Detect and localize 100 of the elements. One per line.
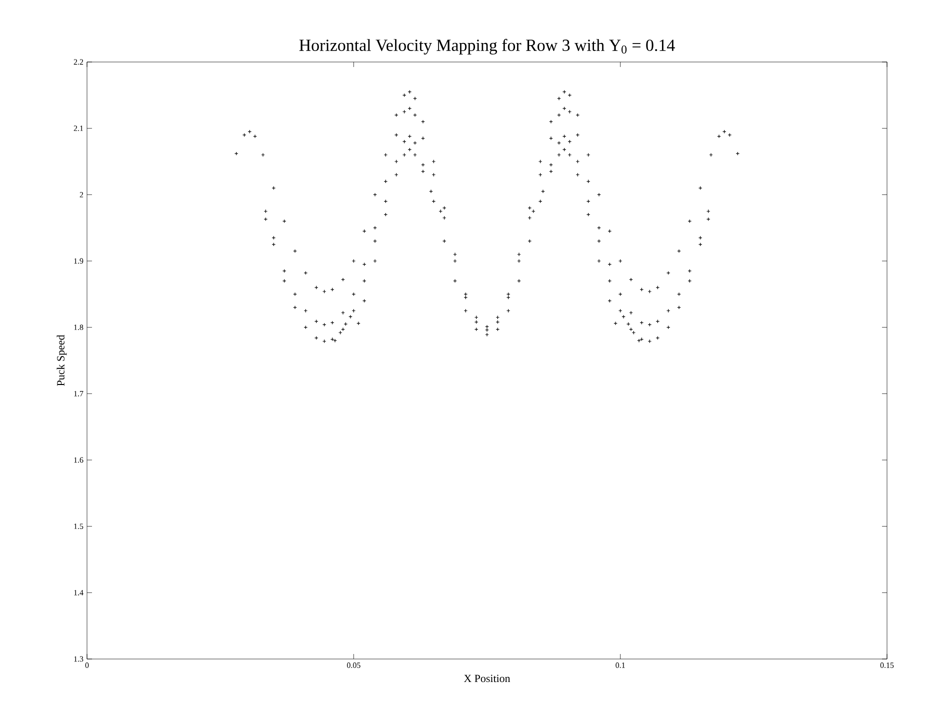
point xyxy=(421,120,425,124)
point xyxy=(474,320,478,324)
point xyxy=(341,278,345,282)
point xyxy=(586,212,590,216)
point xyxy=(626,322,630,326)
point xyxy=(421,162,425,167)
point xyxy=(640,288,644,292)
point xyxy=(709,152,713,157)
point xyxy=(557,113,561,117)
point xyxy=(413,152,417,157)
point xyxy=(234,152,238,156)
point xyxy=(408,148,412,152)
point xyxy=(432,160,436,164)
point xyxy=(293,306,297,310)
point xyxy=(464,296,468,300)
point xyxy=(517,252,521,256)
point xyxy=(557,141,561,145)
point xyxy=(272,186,276,190)
point xyxy=(557,96,561,100)
point xyxy=(333,338,337,342)
point xyxy=(538,160,542,164)
point xyxy=(453,259,457,263)
point xyxy=(549,170,553,174)
point xyxy=(373,259,377,263)
point xyxy=(373,226,377,230)
point xyxy=(253,134,257,138)
point xyxy=(373,192,377,197)
point xyxy=(629,327,633,332)
point xyxy=(485,324,489,329)
point xyxy=(517,259,521,263)
point xyxy=(496,320,500,324)
point xyxy=(314,286,318,290)
point xyxy=(341,327,345,332)
point xyxy=(528,206,532,210)
point xyxy=(677,249,681,253)
point xyxy=(717,134,721,138)
point xyxy=(549,162,553,167)
point xyxy=(622,314,626,319)
point xyxy=(322,290,326,294)
point xyxy=(562,106,566,110)
point xyxy=(576,160,580,164)
point xyxy=(485,328,489,332)
point xyxy=(344,322,348,326)
point xyxy=(453,252,457,256)
point xyxy=(677,292,681,296)
point xyxy=(384,212,388,216)
point xyxy=(330,288,334,292)
point xyxy=(736,152,740,156)
point xyxy=(517,278,521,283)
point xyxy=(314,336,318,340)
point xyxy=(549,136,553,140)
point xyxy=(506,296,510,300)
y-axis-title: Puck Speed xyxy=(56,334,67,386)
point xyxy=(688,269,692,273)
point xyxy=(549,120,553,124)
point xyxy=(304,271,308,275)
point xyxy=(356,321,360,326)
point xyxy=(261,152,265,157)
point xyxy=(341,310,345,315)
point xyxy=(576,113,580,117)
point xyxy=(352,259,356,263)
point xyxy=(348,314,352,319)
point xyxy=(597,192,601,197)
point xyxy=(413,113,417,117)
point xyxy=(698,186,702,190)
point xyxy=(677,306,681,310)
point xyxy=(597,239,601,243)
point xyxy=(413,141,417,145)
point xyxy=(421,136,425,140)
point xyxy=(394,160,398,164)
point xyxy=(637,338,641,342)
point xyxy=(629,310,633,315)
point xyxy=(429,189,433,194)
x-axis-title: X Position xyxy=(464,674,510,682)
point xyxy=(421,170,425,174)
point xyxy=(293,292,297,296)
point xyxy=(453,278,457,283)
point xyxy=(656,336,660,340)
point xyxy=(541,189,545,194)
point xyxy=(614,321,618,326)
point xyxy=(293,249,297,253)
point xyxy=(485,332,489,337)
point xyxy=(666,271,670,275)
chart-title: Horizontal Velocity Mapping for Row 3 with Y$_{0}$ = 0.14 xyxy=(299,38,675,54)
point xyxy=(618,259,622,263)
point xyxy=(597,259,601,263)
point xyxy=(282,269,286,273)
point xyxy=(656,286,660,290)
point xyxy=(576,133,580,137)
point xyxy=(562,148,566,152)
point xyxy=(413,96,417,100)
point xyxy=(557,152,561,157)
point xyxy=(597,226,601,230)
point xyxy=(408,106,412,110)
point xyxy=(442,206,446,210)
point xyxy=(394,133,398,137)
point xyxy=(373,239,377,243)
point xyxy=(394,113,398,117)
point xyxy=(648,290,652,294)
point xyxy=(242,133,246,137)
